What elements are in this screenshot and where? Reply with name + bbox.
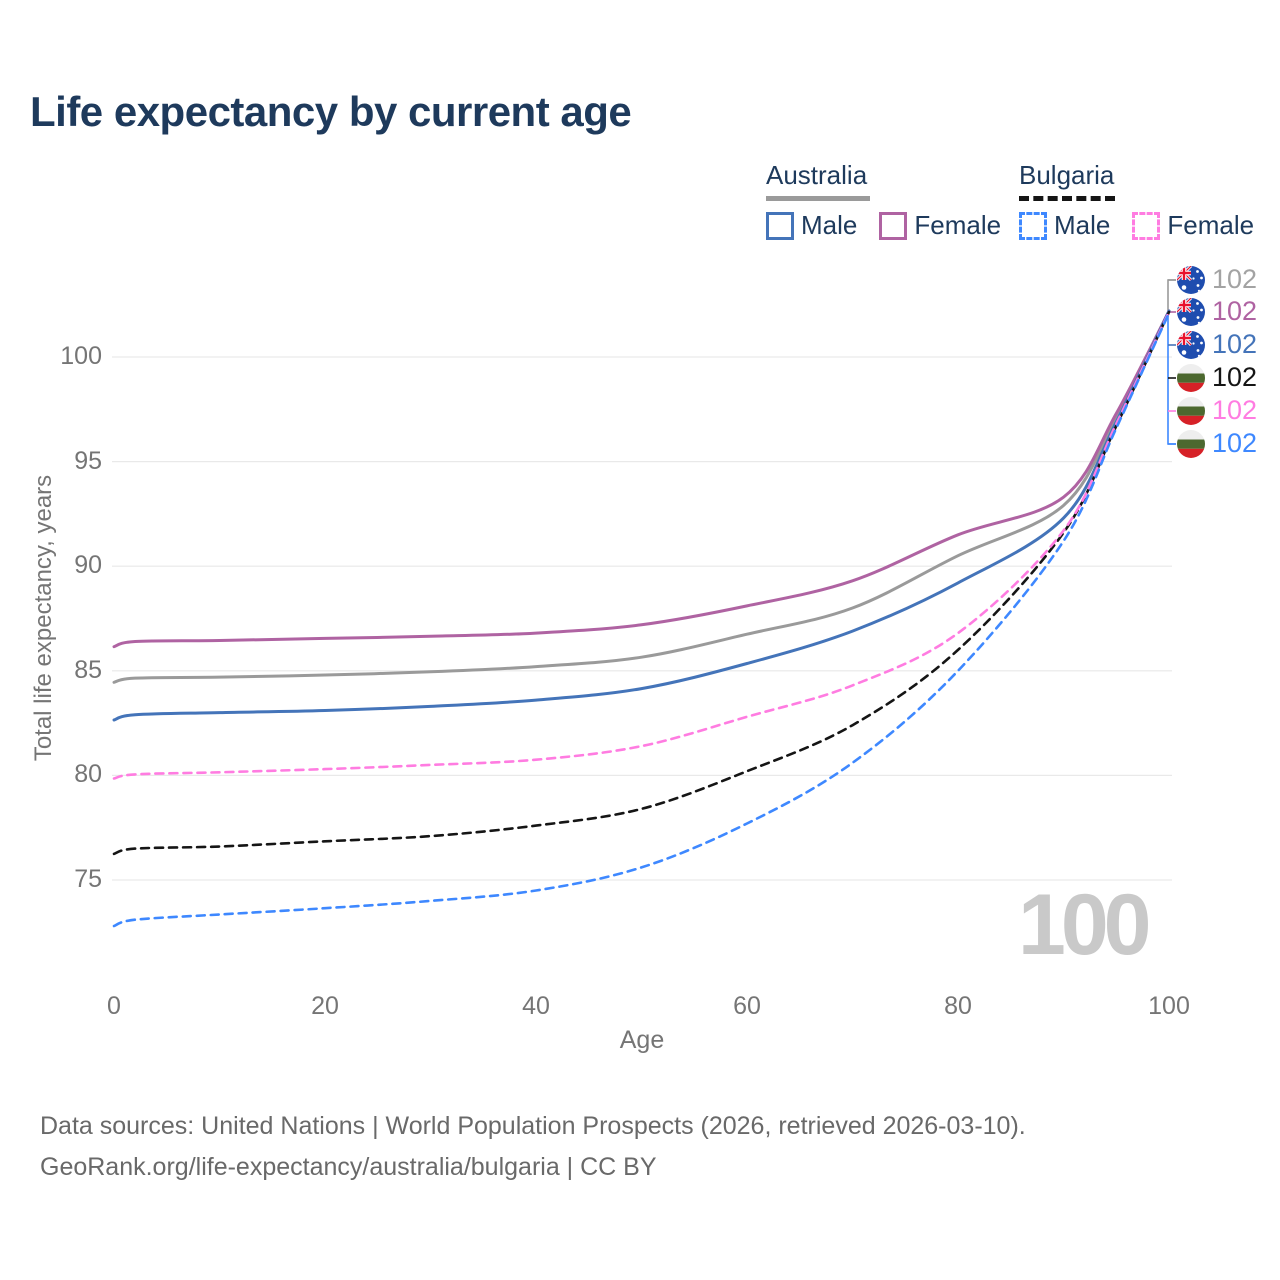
- x-tick-label: 40: [522, 992, 550, 1020]
- end-value-label: 102: [1212, 264, 1258, 294]
- bulgaria-female-checkbox[interactable]: [1132, 211, 1161, 240]
- footer: Data sources: United Nations | World Pop…: [40, 1106, 1026, 1188]
- legend-item-label: Male: [801, 210, 858, 240]
- series-line-australia-male[interactable]: [112, 309, 1171, 722]
- end-annotation-bulgaria-female: [1177, 397, 1205, 425]
- series-line-australia-both[interactable]: [112, 309, 1171, 684]
- bulgaria-flag-icon: [1177, 397, 1205, 425]
- x-axis-title: Age: [619, 1026, 665, 1054]
- bulgaria-flag-icon: [1177, 364, 1205, 392]
- australia-flag-icon: [1177, 266, 1205, 294]
- x-tick-label: 60: [733, 992, 761, 1020]
- australia-male-checkbox[interactable]: [766, 211, 794, 240]
- legend-country-label-bulgaria: Bulgaria: [1019, 160, 1115, 190]
- y-tick-label: 95: [74, 446, 102, 475]
- age-watermark: 100: [1018, 877, 1151, 973]
- australia-flag-icon: [1177, 331, 1205, 359]
- y-tick-label: 80: [74, 760, 102, 789]
- y-tick-label: 100: [60, 342, 102, 370]
- legend-item-label: Female: [914, 210, 1002, 240]
- y-tick-label: 75: [74, 865, 102, 893]
- australia-solid-line-sample: [766, 196, 870, 201]
- y-tick-label: 85: [74, 655, 102, 684]
- legend-group-bulgaria: Bulgaria Male Female: [1019, 160, 1276, 241]
- end-annotation-bulgaria-male: [1177, 430, 1205, 458]
- bulgaria-male-checkbox[interactable]: [1019, 211, 1047, 240]
- end-value-label: 102: [1212, 395, 1258, 425]
- legend-group-australia: Australia Male Female: [766, 160, 1023, 241]
- x-tick-label: 0: [107, 992, 121, 1020]
- leader-line: [1167, 279, 1176, 311]
- end-value-label: 102: [1212, 296, 1258, 326]
- series-line-bulgaria-male[interactable]: [112, 311, 1171, 928]
- australia-flag-icon: [1177, 298, 1205, 326]
- footer-data-sources: Data sources: United Nations | World Pop…: [40, 1112, 1026, 1140]
- y-axis-title: Total life expectancy, years: [30, 474, 57, 762]
- bulgaria-flag-icon: [1177, 430, 1205, 458]
- legend-item-label: Male: [1054, 210, 1111, 240]
- legend-item-australia-male[interactable]: Male: [766, 210, 857, 241]
- legend-item-australia-female[interactable]: Female: [879, 210, 1001, 241]
- end-value-label: 102: [1212, 428, 1258, 458]
- legend-country-label-australia: Australia: [766, 160, 868, 190]
- page-title: Life expectancy by current age: [30, 88, 632, 135]
- x-tick-label: 100: [1148, 992, 1190, 1020]
- x-tick-label: 80: [944, 992, 972, 1020]
- legend-country-australia[interactable]: Australia: [766, 160, 1023, 201]
- series-line-australia-female[interactable]: [112, 309, 1171, 649]
- end-annotation-australia-both: [1177, 266, 1205, 294]
- x-tick-label: 20: [311, 992, 339, 1020]
- legend-item-bulgaria-female[interactable]: Female: [1132, 210, 1254, 241]
- legend-item-label: Female: [1167, 210, 1255, 240]
- legend-item-bulgaria-male[interactable]: Male: [1019, 210, 1110, 241]
- y-tick-label: 90: [74, 551, 102, 580]
- end-annotation-australia-female: [1177, 298, 1205, 326]
- legend-country-bulgaria[interactable]: Bulgaria: [1019, 160, 1276, 201]
- series-line-bulgaria-both[interactable]: [112, 310, 1171, 856]
- footer-attribution: GeoRank.org/life-expectancy/australia/bu…: [40, 1153, 657, 1181]
- series-line-bulgaria-female[interactable]: [112, 310, 1171, 780]
- bulgaria-dashed-line-sample: [1019, 196, 1115, 201]
- end-annotation-australia-male: [1177, 331, 1205, 359]
- end-annotation-bulgaria-both: [1177, 364, 1205, 392]
- australia-female-checkbox[interactable]: [879, 211, 908, 240]
- end-value-label: 102: [1212, 362, 1258, 392]
- end-value-label: 102: [1212, 329, 1258, 359]
